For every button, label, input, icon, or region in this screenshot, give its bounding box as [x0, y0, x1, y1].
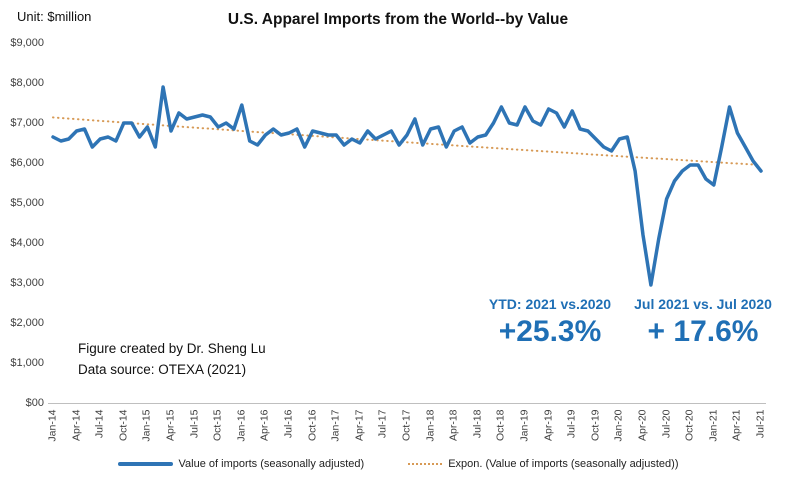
y-tick-label: $00: [25, 396, 44, 409]
x-tick-label: Jul-17: [376, 409, 389, 439]
annotation-jul-label: Jul 2021 vs. Jul 2020: [634, 296, 772, 312]
credit-source: Data source: OTEXA (2021): [78, 362, 247, 377]
x-tick-label: Apr-21: [730, 409, 743, 442]
y-tick-label: $9,000: [10, 36, 44, 49]
solid-line-swatch-icon: [117, 462, 173, 466]
x-tick-label: Oct-17: [400, 409, 413, 442]
x-tick-label: Jul-19: [565, 409, 578, 439]
legend-imports-label: Value of imports (seasonally adjusted): [178, 458, 365, 470]
dotted-line-swatch-icon: [408, 463, 443, 465]
annotation-jul-value: + 17.6%: [647, 315, 759, 348]
figure-credits: Figure created by Dr. Sheng Lu Data sour…: [78, 338, 266, 380]
x-tick-label: Oct-15: [211, 409, 224, 442]
x-tick-label: Jul-14: [93, 409, 106, 439]
unit-label: Unit: $million: [17, 9, 92, 24]
expon-trendline: [52, 116, 762, 166]
annotation-ytd-value: +25.3%: [498, 315, 602, 348]
x-tick-label: Jul-18: [471, 409, 484, 439]
x-tick-label: Jan-15: [140, 409, 153, 442]
imports-value-line: [51, 85, 763, 287]
annotation-ytd: YTD: 2021 vs.2020 +25.3%: [450, 296, 650, 349]
annotation-ytd-label: YTD: 2021 vs.2020: [488, 296, 612, 312]
x-tick-label: Apr-18: [447, 409, 460, 442]
x-tick-label: Jan-14: [46, 409, 59, 442]
x-tick-label: Jul-21: [754, 409, 767, 439]
y-tick-label: $8,000: [10, 76, 44, 89]
x-tick-label: Jan-21: [707, 409, 720, 442]
y-tick-label: $7,000: [10, 116, 44, 129]
x-tick-label: Apr-20: [636, 409, 649, 442]
x-tick-label: Apr-14: [70, 409, 83, 442]
x-tick-label: Oct-20: [683, 409, 696, 442]
x-tick-label: Jan-18: [424, 409, 437, 442]
legend-item-imports: Value of imports (seasonally adjusted): [117, 458, 365, 470]
x-tick-label: Oct-19: [589, 409, 602, 442]
x-tick-label: Apr-17: [353, 409, 366, 442]
x-tick-label: Oct-14: [117, 409, 130, 442]
y-tick-label: $3,000: [10, 276, 44, 289]
x-tick-label: Apr-15: [164, 409, 177, 442]
y-tick-label: $2,000: [10, 316, 44, 329]
x-tick-label: Jan-17: [329, 409, 342, 442]
annotation-jul: Jul 2021 vs. Jul 2020 + 17.6%: [617, 296, 789, 349]
legend-trendline-label: Expon. (Value of imports (seasonally adj…: [448, 458, 679, 470]
y-tick-label: $5,000: [10, 196, 44, 209]
chart-title: U.S. Apparel Imports from the World--by …: [227, 11, 569, 28]
x-tick-label: Jan-16: [235, 409, 248, 442]
x-tick-label: Oct-18: [494, 409, 507, 442]
x-tick-label: Jan-19: [518, 409, 531, 442]
legend-item-trendline: Expon. (Value of imports (seasonally adj…: [408, 458, 678, 470]
x-tick-label: Jul-20: [660, 409, 673, 439]
x-tick-label: Jul-15: [188, 409, 201, 439]
x-tick-label: Oct-16: [306, 409, 319, 442]
y-tick-label: $4,000: [10, 236, 44, 249]
x-tick-label: Jul-16: [282, 409, 295, 439]
y-tick-label: $6,000: [10, 156, 44, 169]
credit-author: Figure created by Dr. Sheng Lu: [78, 341, 266, 356]
chart-legend: Value of imports (seasonally adjusted) E…: [0, 458, 796, 470]
y-tick-label: $1,000: [10, 356, 44, 369]
x-tick-label: Jan-20: [612, 409, 625, 442]
x-tick-label: Apr-19: [542, 409, 555, 442]
x-tick-label: Apr-16: [258, 409, 271, 442]
